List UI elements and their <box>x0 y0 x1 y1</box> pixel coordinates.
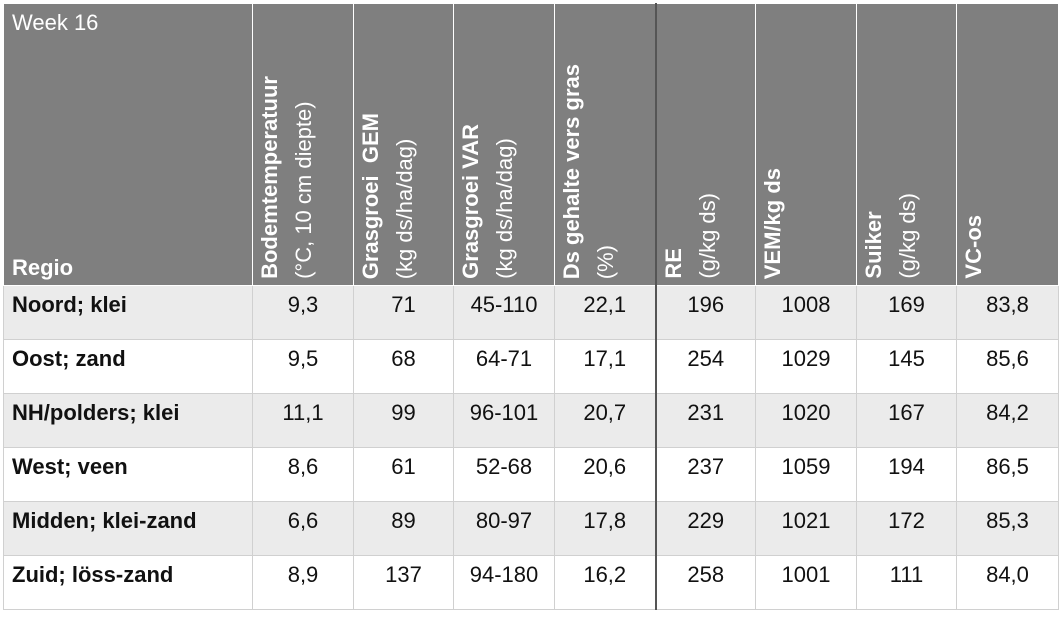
value-cell: 85,3 <box>956 501 1059 556</box>
week-label: Week 16 <box>12 10 99 35</box>
column-header: RE (g/kg ds) <box>655 3 756 286</box>
value-cell: 17,1 <box>554 339 657 394</box>
column-title: Bodemtemperatuur <box>257 76 282 279</box>
value-cell: 52-68 <box>453 447 555 502</box>
header-text: VC-os <box>957 205 1005 285</box>
table-row: Oost; zand 9,5 68 64-71 17,1 254 1029 145 85,6 <box>3 339 1059 394</box>
header-text: Bodemtemperatuur (°C, 10 cm diepte) <box>253 66 335 285</box>
column-title: Ds gehalte vers gras <box>559 63 584 279</box>
column-title: VC-os <box>961 215 986 279</box>
value-cell: 137 <box>353 555 454 610</box>
value-cell: 80-97 <box>453 501 555 556</box>
region-cell: Noord; klei <box>3 285 253 340</box>
value-cell: 196 <box>655 285 756 340</box>
value-cell: 9,3 <box>252 285 354 340</box>
header-text: Suiker (g/kg ds) <box>857 183 939 285</box>
value-cell: 194 <box>856 447 957 502</box>
column-unit: (g/kg ds) <box>694 193 720 279</box>
value-cell: 11,1 <box>252 393 354 448</box>
value-cell: 61 <box>353 447 454 502</box>
header-text: RE (g/kg ds) <box>657 183 739 285</box>
column-unit: (°C, 10 cm diepte) <box>291 101 316 279</box>
value-cell: 68 <box>353 339 454 394</box>
value-cell: 22,1 <box>554 285 657 340</box>
column-unit: (%) <box>593 244 618 279</box>
value-cell: 169 <box>856 285 957 340</box>
value-cell: 1020 <box>755 393 857 448</box>
table-row: Zuid; löss-zand 8,9 137 94-180 16,2 258 1001 11… <box>3 555 1059 610</box>
table-row: Midden; klei-zand 6,6 89 80-97 17,8 229 1021 17… <box>3 501 1059 556</box>
value-cell: 229 <box>655 501 756 556</box>
value-cell: 254 <box>655 339 756 394</box>
data-table: Week 16 Regio Bodemtemperatuur (°C, 10 cm… <box>3 3 1059 610</box>
column-header: Bodemtemperatuur (°C, 10 cm diepte) <box>252 3 354 286</box>
value-cell: 237 <box>655 447 756 502</box>
value-cell: 258 <box>655 555 756 610</box>
value-cell: 6,6 <box>252 501 354 556</box>
header-text: VEM/kg ds <box>756 158 804 285</box>
region-cell: West; veen <box>3 447 253 502</box>
value-cell: 167 <box>856 393 957 448</box>
value-cell: 84,2 <box>956 393 1059 448</box>
header-text: Grasgroei VAR (kg ds/ha/dag) <box>454 114 536 285</box>
value-cell: 94-180 <box>453 555 555 610</box>
column-title: Grasgroei GEM <box>358 112 383 279</box>
header-row: Week 16 Regio Bodemtemperatuur (°C, 10 cm… <box>3 3 1059 286</box>
region-cell: Zuid; löss-zand <box>3 555 253 610</box>
value-cell: 96-101 <box>453 393 555 448</box>
value-cell: 20,7 <box>554 393 657 448</box>
value-cell: 9,5 <box>252 339 354 394</box>
column-unit: (g/kg ds) <box>895 193 920 279</box>
region-cell: Midden; klei-zand <box>3 501 253 556</box>
column-title: RE <box>660 248 686 279</box>
value-cell: 17,8 <box>554 501 657 556</box>
value-cell: 172 <box>856 501 957 556</box>
header-text: Grasgroei GEM (kg ds/ha/dag) <box>354 103 436 285</box>
corner-cell: Week 16 Regio <box>3 3 253 286</box>
region-cell: Oost; zand <box>3 339 253 394</box>
column-header: Suiker (g/kg ds) <box>856 3 957 286</box>
value-cell: 71 <box>353 285 454 340</box>
column-title: VEM/kg ds <box>760 167 785 279</box>
column-unit: (kg ds/ha/dag) <box>492 138 517 279</box>
value-cell: 1001 <box>755 555 857 610</box>
table-row: Noord; klei 9,3 71 45-110 22,1 196 1008 169 83,8 <box>3 285 1059 340</box>
value-cell: 89 <box>353 501 454 556</box>
column-title: Suiker <box>861 211 886 279</box>
column-header: VC-os <box>956 3 1059 286</box>
value-cell: 16,2 <box>554 555 657 610</box>
value-cell: 64-71 <box>453 339 555 394</box>
value-cell: 83,8 <box>956 285 1059 340</box>
value-cell: 85,6 <box>956 339 1059 394</box>
column-unit: (kg ds/ha/dag) <box>392 138 417 279</box>
column-header: VEM/kg ds <box>755 3 857 286</box>
table-row: West; veen 8,6 61 52-68 20,6 237 1059 194 86,5 <box>3 447 1059 502</box>
value-cell: 99 <box>353 393 454 448</box>
value-cell: 8,6 <box>252 447 354 502</box>
table-body: Noord; klei 9,3 71 45-110 22,1 196 1008 169 83,8… <box>3 285 1059 610</box>
region-cell: NH/polders; klei <box>3 393 253 448</box>
header-text: Ds gehalte vers gras (%) <box>555 54 637 285</box>
value-cell: 86,5 <box>956 447 1059 502</box>
column-header: Grasgroei VAR (kg ds/ha/dag) <box>453 3 555 286</box>
region-label: Regio <box>12 255 74 280</box>
value-cell: 20,6 <box>554 447 657 502</box>
value-cell: 1008 <box>755 285 857 340</box>
value-cell: 1021 <box>755 501 857 556</box>
value-cell: 1059 <box>755 447 857 502</box>
column-title: Grasgroei VAR <box>458 124 483 279</box>
value-cell: 231 <box>655 393 756 448</box>
value-cell: 145 <box>856 339 957 394</box>
table-row: NH/polders; klei 11,1 99 96-101 20,7 231 1020 1… <box>3 393 1059 448</box>
column-header: Grasgroei GEM (kg ds/ha/dag) <box>353 3 454 286</box>
value-cell: 84,0 <box>956 555 1059 610</box>
column-header: Ds gehalte vers gras (%) <box>554 3 657 286</box>
value-cell: 8,9 <box>252 555 354 610</box>
value-cell: 45-110 <box>453 285 555 340</box>
value-cell: 111 <box>856 555 957 610</box>
value-cell: 1029 <box>755 339 857 394</box>
